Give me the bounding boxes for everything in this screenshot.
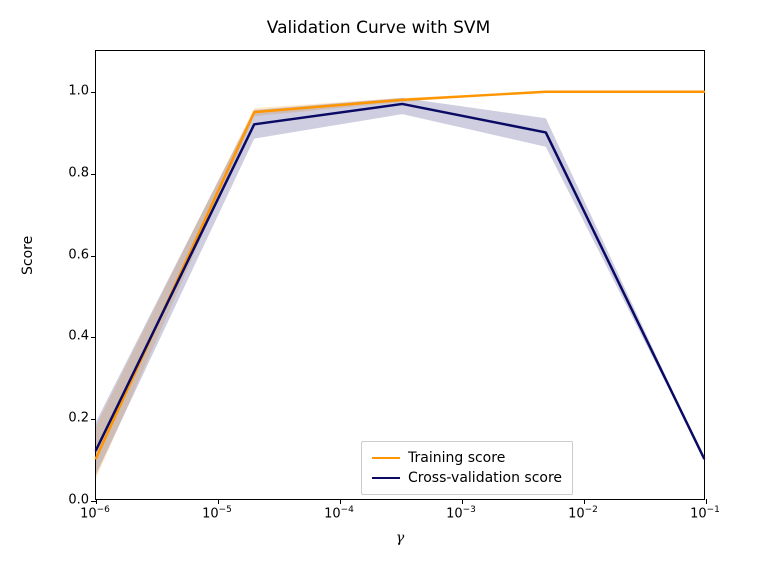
x-axis-label: γ (95, 530, 705, 546)
x-tick-mark (96, 499, 97, 504)
y-tick-label: 0.2 (29, 411, 89, 426)
legend-row: Training score (372, 448, 562, 468)
x-tick-mark (462, 499, 463, 504)
y-tick-mark (91, 337, 96, 338)
legend-swatch (372, 457, 400, 460)
x-tick-label: 10−1 (690, 505, 720, 521)
series-band (96, 92, 704, 479)
legend-label: Cross-validation score (408, 470, 562, 486)
series-line (96, 104, 704, 458)
x-tick-mark (218, 499, 219, 504)
x-tick-label: 10−4 (324, 505, 354, 521)
series-band (96, 98, 704, 475)
x-tick-label: 10−2 (568, 505, 598, 521)
y-tick-label: 0.4 (29, 329, 89, 344)
legend-swatch (372, 477, 400, 480)
y-tick-mark (91, 256, 96, 257)
x-tick-label: 10−6 (80, 505, 110, 521)
y-tick-mark (91, 419, 96, 420)
chart-title: Validation Curve with SVM (0, 18, 757, 38)
legend-label: Training score (408, 450, 505, 466)
y-tick-label: 1.0 (29, 83, 89, 98)
x-tick-mark (584, 499, 585, 504)
plot-area: Training score Cross-validation score (95, 50, 705, 500)
x-tick-mark (340, 499, 341, 504)
y-tick-label: 0.6 (29, 247, 89, 262)
y-tick-label: 0.8 (29, 165, 89, 180)
validation-curve-chart: Validation Curve with SVM Score γ Traini… (0, 0, 757, 570)
y-tick-mark (91, 174, 96, 175)
x-tick-mark (706, 499, 707, 504)
legend-row: Cross-validation score (372, 468, 562, 488)
legend: Training score Cross-validation score (361, 441, 573, 495)
x-tick-label: 10−5 (202, 505, 232, 521)
y-tick-mark (91, 92, 96, 93)
x-tick-label: 10−3 (446, 505, 476, 521)
plot-svg (96, 51, 704, 499)
